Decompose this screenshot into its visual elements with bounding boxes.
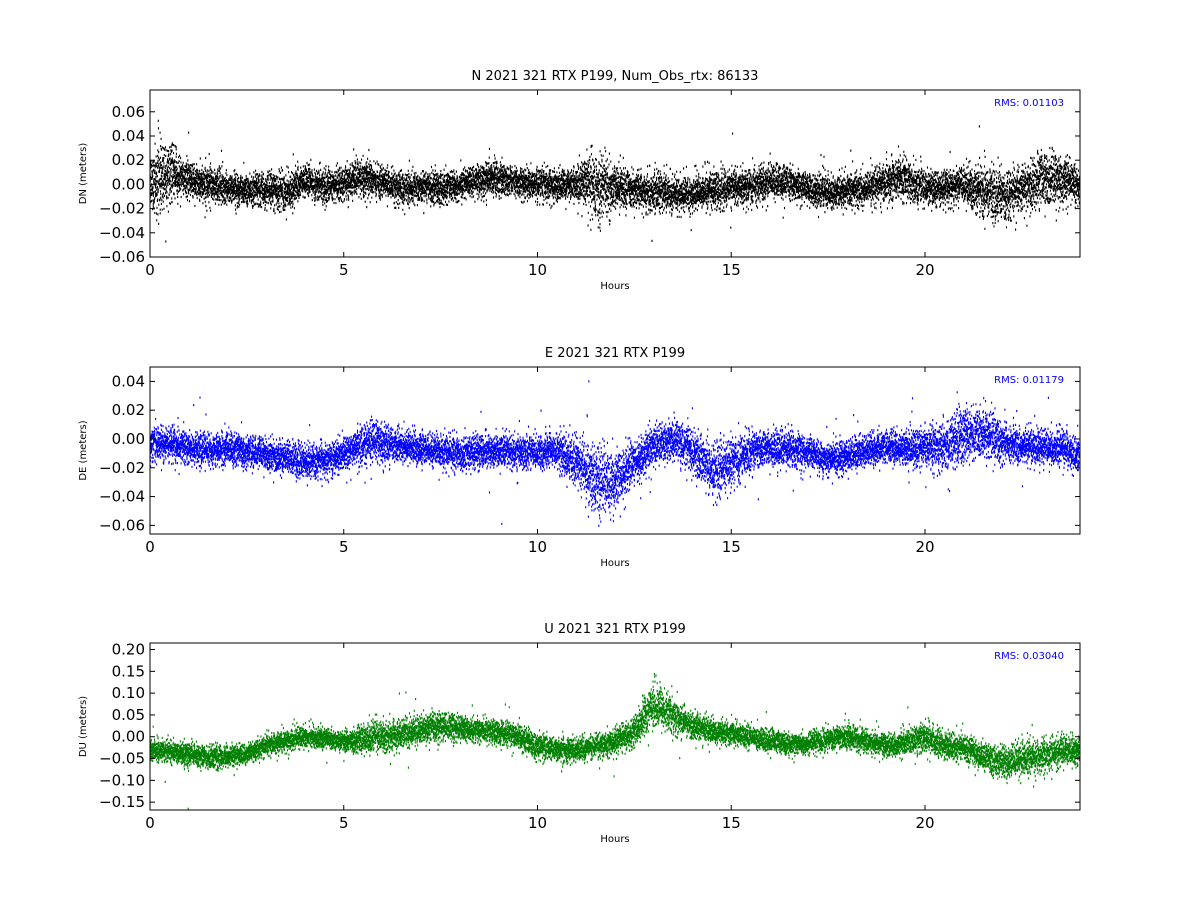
y-tick-label: −0.05 <box>99 750 145 768</box>
data-points-north <box>150 119 1080 243</box>
x-tick-label: 0 <box>145 261 155 279</box>
y-tick-label: −0.15 <box>99 793 145 811</box>
scatter-series <box>150 380 1080 527</box>
subplot-east: 0 5 10 15 20 −0.06 −0.04 −0.02 0.00 0.02 0.04 E 202… <box>78 346 1081 569</box>
y-tick-label: 0.02 <box>112 151 145 169</box>
y-axis-label: DU (meters) <box>78 696 89 757</box>
scatter-series <box>150 119 1080 243</box>
x-axis-label: Hours <box>600 558 629 569</box>
y-tick-label: 0.10 <box>112 684 145 702</box>
y-tick-label: −0.06 <box>99 248 145 266</box>
y-tick-label: 0.15 <box>112 662 145 680</box>
axes-frame <box>149 366 1081 535</box>
y-tick-label: −0.04 <box>99 224 145 242</box>
y-tick-label: 0.04 <box>112 372 145 390</box>
y-tick-label: −0.04 <box>99 488 145 506</box>
subplot-title: E 2021 321 RTX P199 <box>545 346 685 361</box>
x-tick-label: 20 <box>915 814 934 832</box>
rms-annotation: RMS: 0.01103 <box>994 98 1064 109</box>
y-tick-label: 0.06 <box>112 103 145 121</box>
x-tick-label: 15 <box>722 261 741 279</box>
x-tick-label: 0 <box>145 538 155 556</box>
y-tick-label: −0.06 <box>99 516 145 534</box>
rms-annotation: RMS: 0.01179 <box>994 375 1064 386</box>
y-tick-label: −0.02 <box>99 200 145 218</box>
x-tick-label: 20 <box>915 261 934 279</box>
y-tick-label: −0.02 <box>99 459 145 477</box>
data-points-up <box>150 673 1080 810</box>
y-tick-label: 0.00 <box>112 728 145 746</box>
x-tick-label: 5 <box>339 814 349 832</box>
subplot-title: U 2021 321 RTX P199 <box>544 622 686 637</box>
subplot-north: 0 5 10 15 20 −0.06 −0.04 −0.02 0.00 0.02 0.04 0.06 N… <box>78 69 1081 292</box>
x-tick-label: 5 <box>339 261 349 279</box>
y-tick-label: −0.10 <box>99 771 145 789</box>
x-tick-label: 10 <box>528 538 547 556</box>
y-axis-label: DE (meters) <box>78 420 89 480</box>
x-tick-label: 15 <box>722 814 741 832</box>
axes-frame <box>149 642 1081 811</box>
y-tick-label: 0.02 <box>112 401 145 419</box>
x-tick-label: 20 <box>915 538 934 556</box>
scatter-series <box>150 673 1080 810</box>
subplot-up: 0 5 10 15 20 −0.15 −0.10 −0.05 0.00 0.05 0.10 0.15 0… <box>78 622 1081 845</box>
y-tick-label: 0.00 <box>112 175 145 193</box>
x-tick-label: 15 <box>722 538 741 556</box>
y-axis-label: DN (meters) <box>78 143 89 205</box>
y-tick-label: 0.20 <box>112 641 145 659</box>
x-axis-label: Hours <box>600 281 629 292</box>
x-tick-label: 10 <box>528 261 547 279</box>
x-tick-label: 0 <box>145 814 155 832</box>
x-tick-label: 10 <box>528 814 547 832</box>
subplots: 0 5 10 15 20 −0.06 −0.04 −0.02 0.00 0.02 0.04 0.06 N… <box>78 69 1081 845</box>
x-axis-label: Hours <box>600 834 629 845</box>
y-tick-label: 0.05 <box>112 706 145 724</box>
rms-annotation: RMS: 0.03040 <box>994 651 1064 662</box>
y-tick-label: 0.00 <box>112 430 145 448</box>
x-tick-label: 5 <box>339 538 349 556</box>
subplot-title: N 2021 321 RTX P199, Num_Obs_rtx: 86133 <box>472 69 759 84</box>
axes-frame <box>149 89 1081 258</box>
y-tick-label: 0.04 <box>112 127 145 145</box>
data-points-east <box>150 380 1080 527</box>
